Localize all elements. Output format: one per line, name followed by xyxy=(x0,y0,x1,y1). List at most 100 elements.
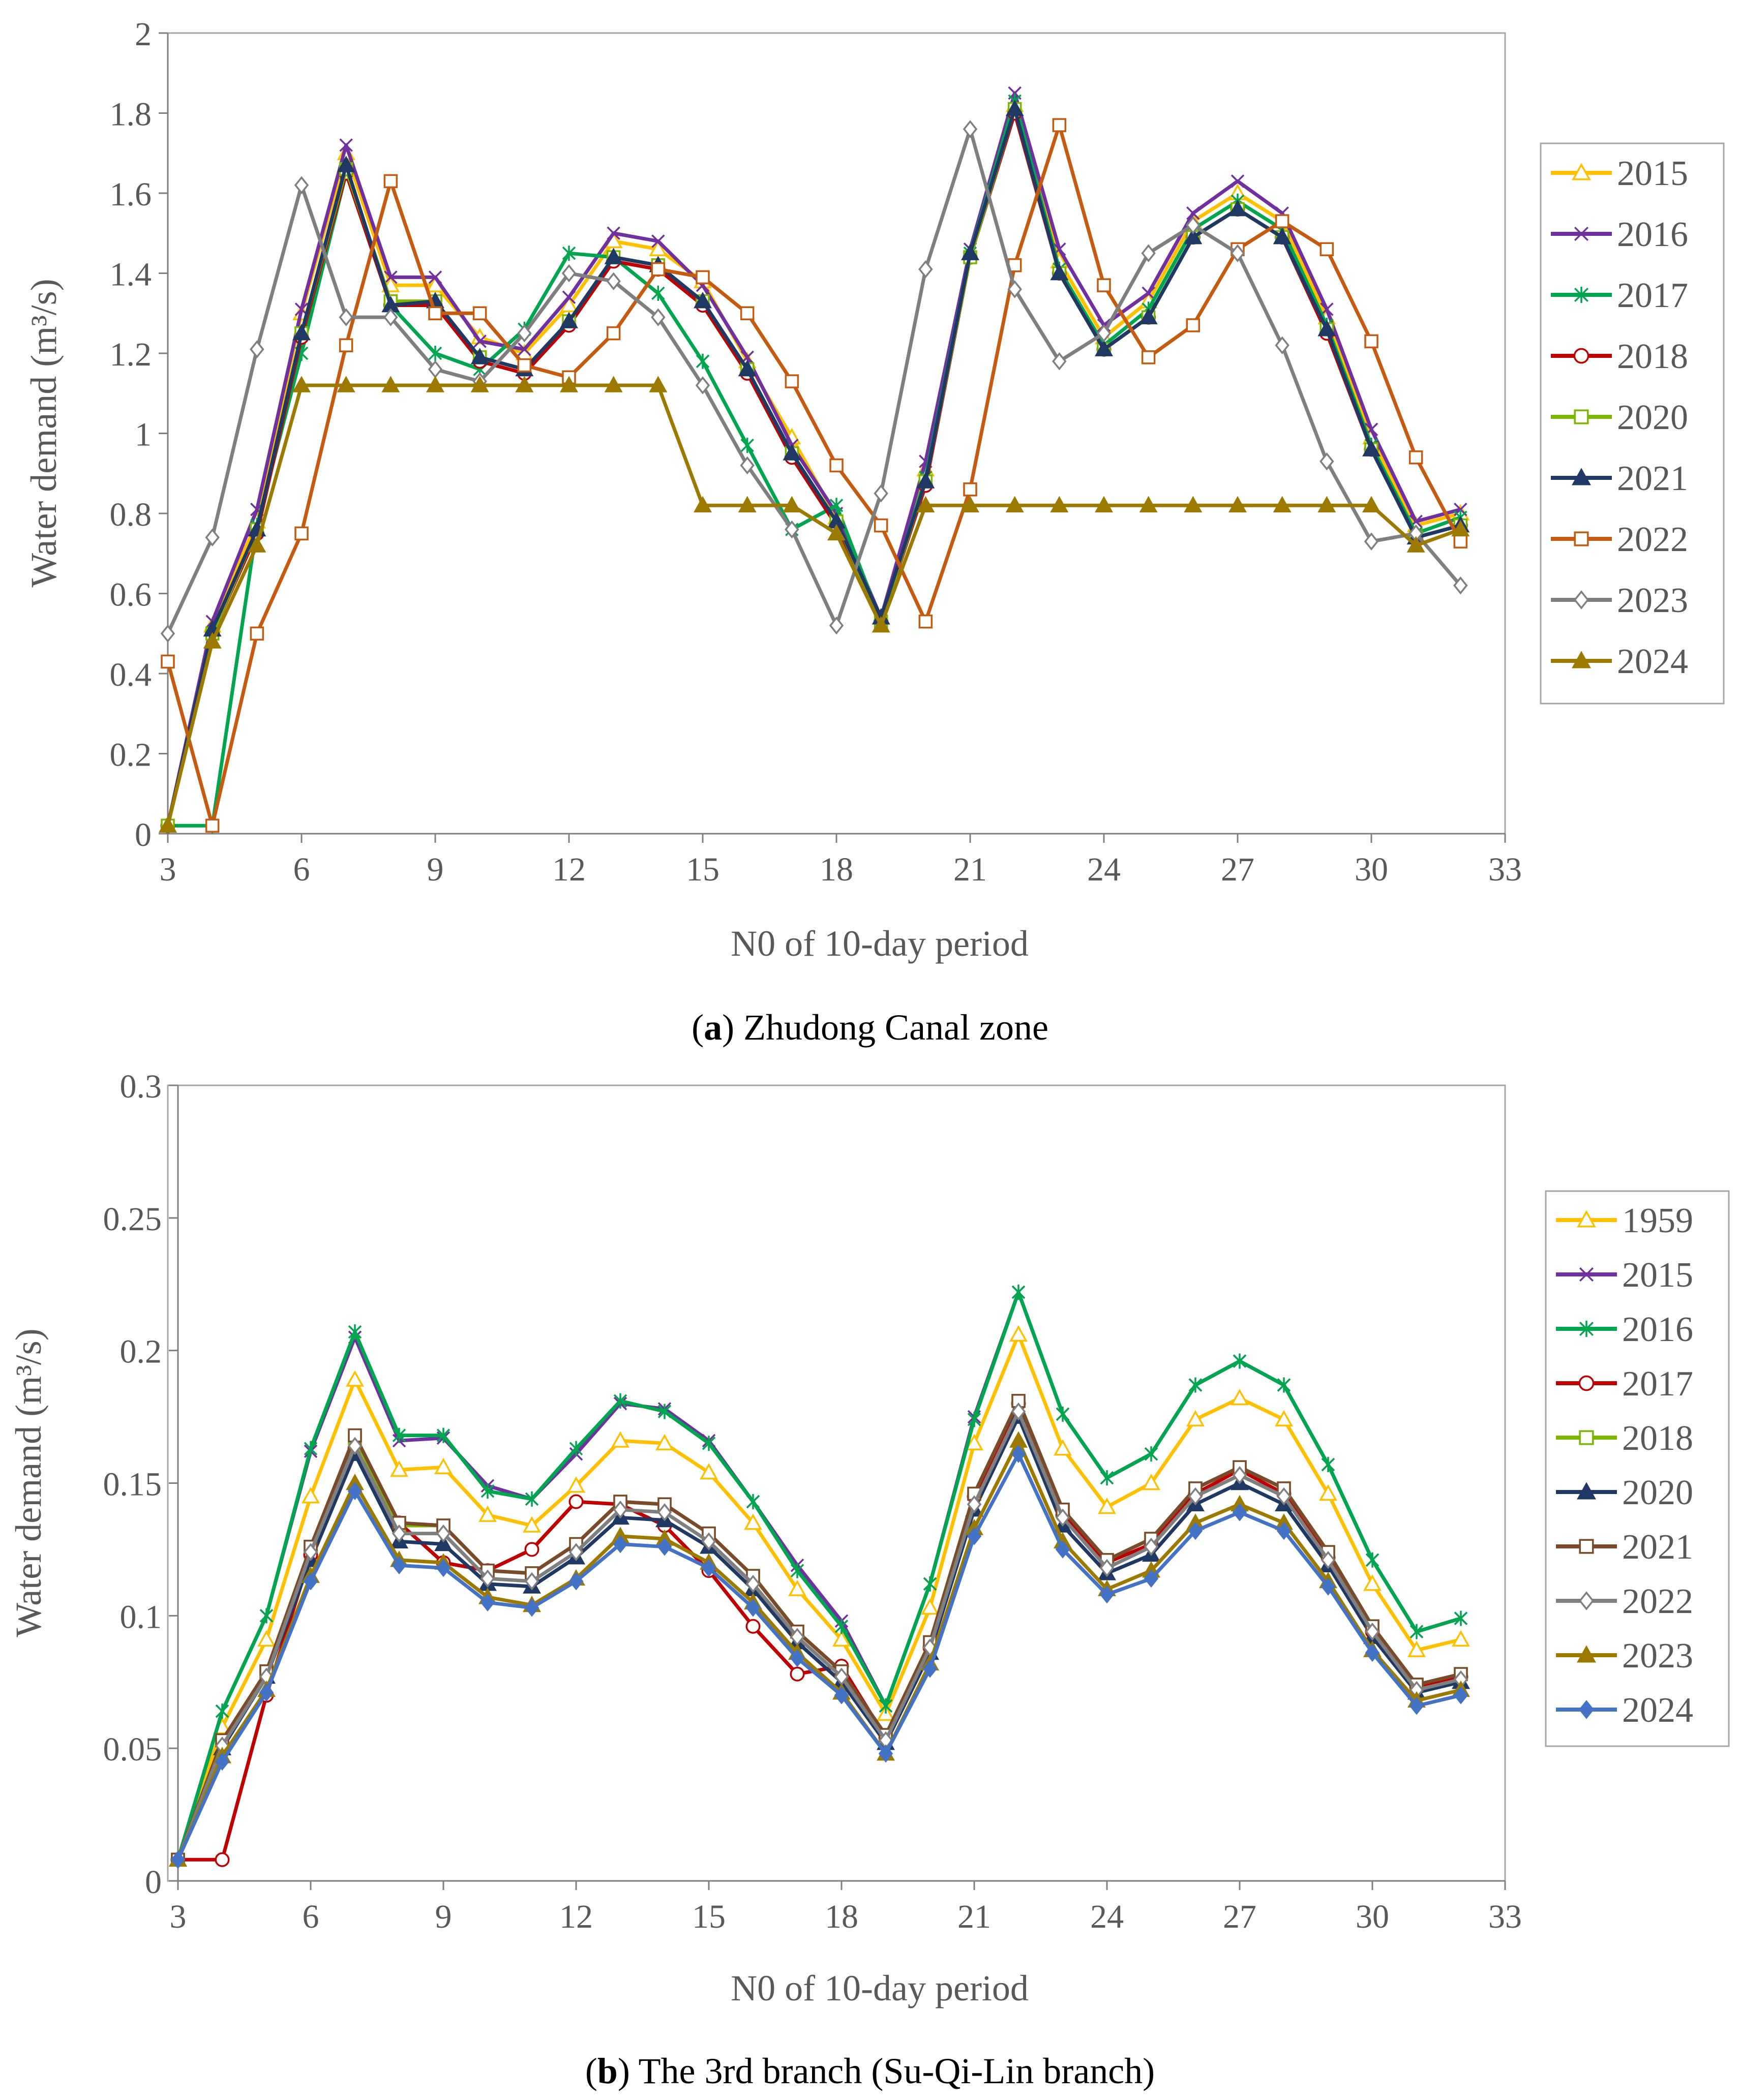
data-point xyxy=(1363,1574,1382,1591)
data-point xyxy=(649,376,668,392)
series-2024 xyxy=(170,1445,1468,1869)
legend-item-2018: 2018 xyxy=(1556,1419,1693,1458)
legend-item-2016: 2016 xyxy=(1551,215,1688,254)
data-point xyxy=(561,264,577,283)
legend-item-2015: 2015 xyxy=(1556,1256,1693,1295)
data-point xyxy=(874,484,888,503)
data-point xyxy=(525,1491,539,1507)
data-point xyxy=(738,496,757,512)
legend-label: 2020 xyxy=(1622,1473,1693,1512)
legend-marker xyxy=(1573,590,1589,610)
y-tick-label: 2 xyxy=(135,16,152,53)
data-point xyxy=(1321,1550,1336,1569)
data-point xyxy=(696,353,710,369)
legend-item-2015: 2015 xyxy=(1551,154,1688,193)
data-point xyxy=(921,1598,939,1615)
data-point xyxy=(518,342,531,356)
data-point xyxy=(1409,1696,1424,1715)
data-point xyxy=(746,1494,760,1510)
data-point xyxy=(1275,1410,1293,1427)
data-point xyxy=(1409,1624,1424,1639)
data-point xyxy=(879,1698,893,1714)
data-point xyxy=(874,518,888,533)
data-point xyxy=(829,498,844,513)
chart-b-xlabel: N0 of 10-day period xyxy=(731,1968,1029,2008)
data-point xyxy=(302,1486,320,1504)
data-point xyxy=(1186,1410,1205,1427)
data-point xyxy=(1139,308,1158,324)
legend-marker xyxy=(1574,409,1589,424)
data-point xyxy=(701,1559,716,1577)
data-point xyxy=(738,359,757,377)
x-tick-label: 33 xyxy=(1488,851,1522,888)
data-point xyxy=(470,376,489,392)
legend-marker xyxy=(1578,1591,1595,1610)
x-tick-label: 21 xyxy=(957,1898,991,1935)
y-tick-label: 1.8 xyxy=(110,96,152,133)
data-point xyxy=(1319,452,1334,471)
y-tick-label: 1.6 xyxy=(110,176,152,213)
x-tick-label: 24 xyxy=(1087,851,1121,888)
data-point xyxy=(523,1516,541,1533)
data-point xyxy=(560,312,578,328)
data-point xyxy=(965,1434,983,1450)
legend-marker xyxy=(1574,287,1589,303)
data-point xyxy=(613,1500,628,1519)
chart-panel-a: 0 0.2 0.4 0.6 0.8 1 1.2 1.4 1.6 1.8 2 3 6 9 12 15 18 21 24… xyxy=(23,16,1725,964)
x-tick-label: 24 xyxy=(1090,1898,1124,1935)
data-point xyxy=(567,1476,585,1493)
data-point xyxy=(613,1535,628,1554)
data-point xyxy=(259,1608,274,1624)
data-point xyxy=(1095,340,1113,356)
data-point xyxy=(1050,263,1069,281)
data-point xyxy=(701,1532,716,1551)
legend-marker xyxy=(1579,1321,1594,1337)
data-point xyxy=(878,1744,893,1763)
data-point xyxy=(524,1598,539,1617)
data-point xyxy=(651,308,666,326)
data-point xyxy=(1098,1497,1116,1514)
data-point xyxy=(1231,1388,1249,1406)
data-point xyxy=(1052,118,1067,132)
y-tick-label: 1.4 xyxy=(110,256,152,293)
data-point xyxy=(347,1437,363,1455)
data-point xyxy=(1365,1552,1379,1568)
data-point xyxy=(1230,244,1245,262)
data-point xyxy=(569,1441,583,1456)
caption-a-letter: a xyxy=(704,1007,722,1048)
chart-panel-b: 0 0.05 0.1 0.15 0.2 0.25 0.3 3 6 9 12 15 18 21 24 27 30 3… xyxy=(8,1068,1730,2008)
data-point xyxy=(339,138,353,152)
data-point xyxy=(250,340,264,358)
data-point xyxy=(651,285,665,301)
data-point xyxy=(1273,496,1292,512)
data-point xyxy=(1052,352,1067,371)
data-point xyxy=(1011,1284,1026,1300)
data-point xyxy=(1453,1686,1468,1705)
legend-item-2024: 2024 xyxy=(1556,1691,1693,1730)
y-tick-label: 0.25 xyxy=(103,1201,162,1238)
data-point xyxy=(1317,496,1336,512)
data-point xyxy=(922,1659,938,1678)
data-point xyxy=(1184,496,1203,512)
data-point xyxy=(916,496,935,512)
data-point xyxy=(655,1434,674,1450)
data-point xyxy=(1321,1456,1335,1472)
data-point xyxy=(1364,334,1378,349)
data-point xyxy=(745,1598,761,1617)
data-point xyxy=(657,1404,672,1419)
data-point xyxy=(434,1457,453,1474)
data-point xyxy=(607,226,620,240)
data-point xyxy=(834,1619,849,1634)
data-point xyxy=(562,246,576,261)
data-point xyxy=(381,376,400,392)
data-point xyxy=(159,816,177,833)
data-point xyxy=(1232,1466,1247,1484)
data-point xyxy=(649,239,668,256)
data-point xyxy=(696,270,710,285)
data-point xyxy=(478,1505,497,1522)
data-point xyxy=(348,1324,362,1340)
legend-label: 2018 xyxy=(1617,337,1688,376)
data-point xyxy=(790,1563,804,1578)
data-point xyxy=(257,1630,276,1647)
chart-b-series xyxy=(169,1284,1470,1869)
